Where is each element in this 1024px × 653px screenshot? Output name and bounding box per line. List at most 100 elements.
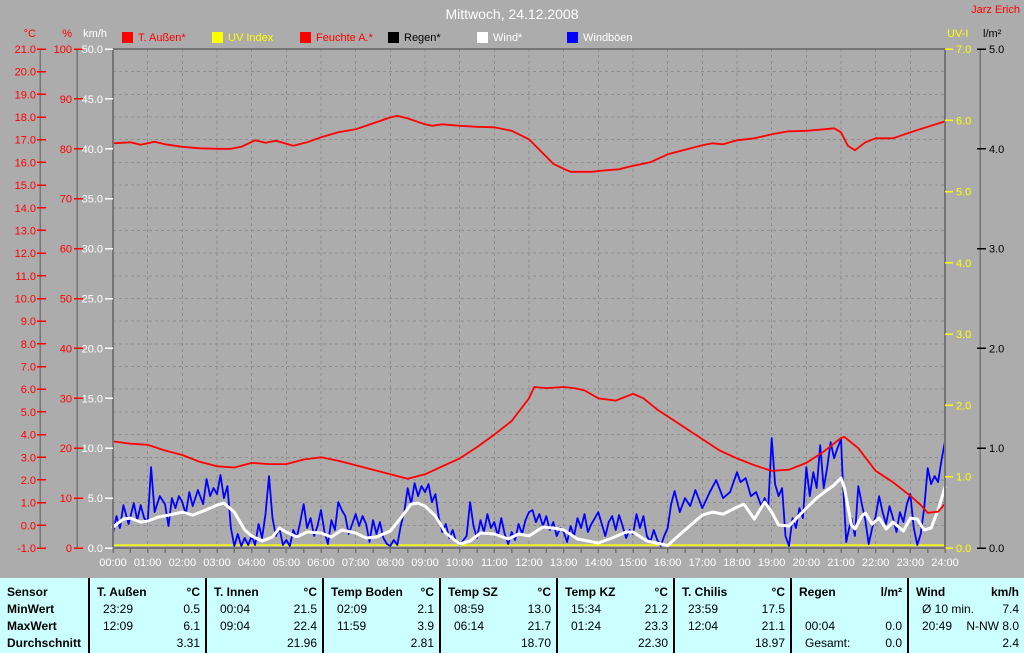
axis-tick-label: 0 [66, 543, 72, 555]
x-axis-tick-label: 02:00 [169, 557, 197, 569]
axis-tick-label: 20 [60, 443, 72, 455]
table-row: 00:04 0.0 [792, 618, 907, 635]
table-row: 00:04 21.5 [207, 601, 322, 618]
x-axis-tick-label: 05:00 [273, 557, 301, 569]
cell-value: 7.4 [1002, 602, 1019, 616]
x-axis-tick-label: 00:00 [99, 557, 127, 569]
x-axis-tick-label: 19:00 [758, 557, 786, 569]
column-name: Regen [799, 585, 836, 599]
axis-unit-label: l/m² [983, 28, 1002, 40]
table-column-header: Temp Boden °C [324, 584, 439, 601]
legend-swatch [212, 32, 223, 43]
x-axis-tick-label: 15:00 [619, 557, 647, 569]
cell-value: 13.0 [527, 602, 551, 616]
axis-tick-label: 11.0 [15, 271, 36, 283]
cell-time: 06:14 [454, 619, 485, 633]
axis-tick-label: 15.0 [15, 180, 36, 192]
legend-swatch [122, 32, 133, 43]
x-axis-tick-label: 12:00 [515, 557, 543, 569]
table-column-t-aussen: T. Außen °C 23:29 0.5 12:09 6.1 3.31 [88, 578, 205, 653]
table-row: 3.31 [90, 635, 205, 652]
cell-value: 18.97 [754, 636, 785, 650]
cell-time: 00:04 [805, 619, 836, 633]
legend-label: Wind* [493, 31, 523, 44]
cell-time: 12:09 [103, 619, 134, 633]
legend-swatch [567, 32, 578, 43]
axis-tick-label: 4.0 [956, 258, 971, 270]
axis-tick-label: 0.0 [88, 543, 103, 555]
legend-swatch [300, 32, 311, 43]
legend-item-windboeen: Windböen [567, 31, 633, 44]
axis-tick-label: 15.0 [82, 393, 103, 405]
axis-tick-label: 7.0 [21, 362, 36, 374]
table-column-t-chilis: T. Chilis °C 23:59 17.5 12:04 21.1 18.97 [673, 578, 790, 653]
axis-tick-label: 4.0 [989, 144, 1004, 156]
table-row: 18.70 [441, 635, 556, 652]
table-column-header: T. Chilis °C [675, 584, 790, 601]
column-unit: l/m² [880, 585, 902, 599]
table-column-temp-boden: Temp Boden °C 02:09 2.1 11:59 3.9 2.81 [322, 578, 439, 653]
x-axis: 00:00 01:00 02:00 03:00 04:00 05:00 06:00 07:00… [99, 548, 959, 569]
axis-unit-label: km/h [83, 28, 107, 40]
column-unit: °C [771, 585, 785, 599]
x-axis-tick-label: 17:00 [689, 557, 717, 569]
axis-tick-label: 16.0 [15, 157, 36, 169]
cell-value: 23.3 [644, 619, 668, 633]
cell-time: 15:34 [571, 602, 602, 616]
stats-table: Sensor MinWert MaxWert Durchschnitt T. Außen… [0, 578, 1024, 653]
cell-value: 3.9 [417, 619, 434, 633]
cell-value: 21.7 [527, 619, 551, 633]
table-row: Ø 10 min. 7.4 [909, 601, 1024, 618]
x-axis-tick-label: 21:00 [827, 557, 855, 569]
axis-tick-label: 20.0 [82, 343, 103, 355]
table-column-regen: Regen l/m² 00:04 0.0 Gesamt: 0.0 [790, 578, 907, 653]
axis-tick-label: 3.0 [956, 329, 971, 341]
cell-time: 09:04 [220, 619, 251, 633]
cell-value: 21.1 [761, 619, 785, 633]
table-row: 21.96 [207, 635, 322, 652]
axis-tick-label: 35.0 [82, 194, 103, 206]
x-axis-tick-label: 13:00 [550, 557, 578, 569]
axis-tick-label: 19.0 [15, 89, 36, 101]
series-t-aussen [112, 386, 946, 514]
legend-item-regen: Regen* [388, 31, 441, 44]
table-column-temp-kz: Temp KZ °C 15:34 21.2 01:24 23.3 22.30 [556, 578, 673, 653]
cell-value: 6.1 [183, 619, 200, 633]
table-row: 01:24 23.3 [558, 618, 673, 635]
cell-value: 0.0 [885, 636, 902, 650]
table-row: 08:59 13.0 [441, 601, 556, 618]
table-row: 06:14 21.7 [441, 618, 556, 635]
axis-tick-label: 25.0 [82, 294, 103, 306]
table-row-label: MaxWert [7, 619, 57, 633]
cell-value: 2.4 [1002, 636, 1019, 650]
axis-tick-label: 5.0 [956, 187, 971, 199]
table-column-header: T. Außen °C [90, 584, 205, 601]
axis-tick-label: 90 [60, 94, 72, 106]
cell-value: 0.0 [885, 619, 902, 633]
column-unit: °C [420, 585, 434, 599]
table-row: 2.4 [909, 635, 1024, 652]
cell-value: 3.31 [176, 636, 200, 650]
axis-unit-label: °C [24, 28, 36, 40]
axis-unit-label: UV-I [947, 28, 968, 40]
axis-tick-label: 2.0 [956, 400, 971, 412]
axis-tick-label: 4.0 [21, 430, 36, 442]
column-name: T. Außen [97, 585, 147, 599]
column-name: Temp Boden [331, 585, 403, 599]
x-axis-tick-label: 23:00 [897, 557, 925, 569]
table-column-header: Temp KZ °C [558, 584, 673, 601]
axis-tick-label: 3.0 [989, 244, 1004, 256]
table-column-header: Regen l/m² [792, 584, 907, 601]
x-axis-tick-label: 11:00 [481, 557, 508, 569]
column-unit: °C [186, 585, 200, 599]
x-axis-tick-label: 10:00 [446, 557, 474, 569]
table-column-wind: Wind km/h Ø 10 min. 7.4 20:49 N-NW 8.0 2.4 [907, 578, 1024, 653]
x-axis-tick-label: 07:00 [342, 557, 370, 569]
legend-item-feuchte-a: Feuchte A.* [300, 31, 373, 44]
x-axis-tick-label: 24:00 [931, 557, 959, 569]
weather-chart: 21.0 20.0 19.0 18.0 17.0 16.0 15.0 14.0 13.0 12.0… [15, 28, 1005, 569]
x-axis-tick-label: 18:00 [723, 557, 751, 569]
table-row-label: MinWert [7, 602, 55, 616]
table-row: 20:49 N-NW 8.0 [909, 618, 1024, 635]
